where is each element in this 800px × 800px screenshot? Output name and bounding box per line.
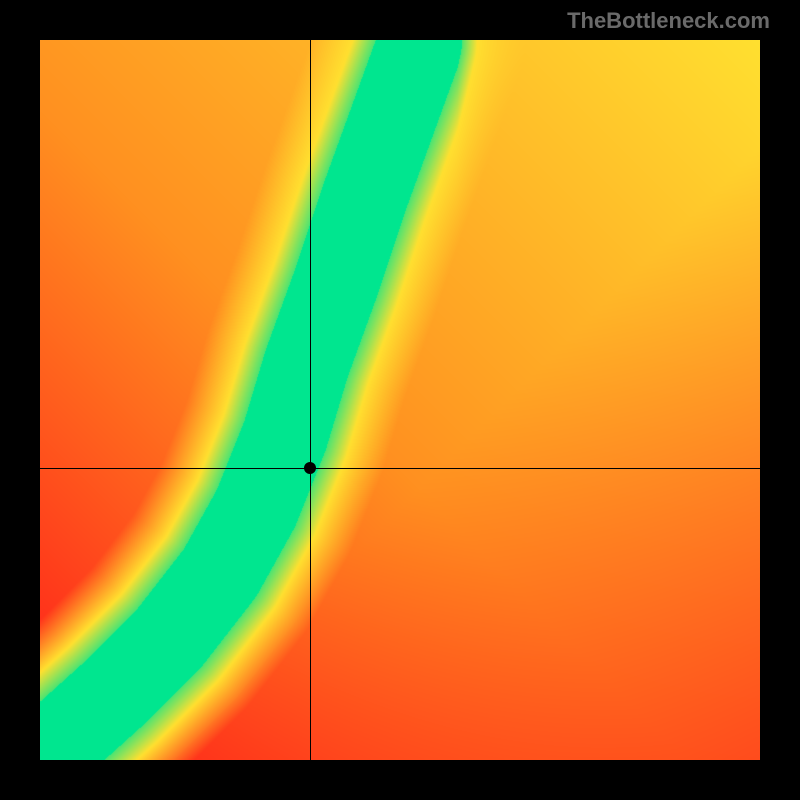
heatmap-canvas bbox=[40, 40, 760, 760]
data-point-marker bbox=[304, 462, 316, 474]
crosshair-horizontal bbox=[40, 468, 760, 469]
crosshair-vertical bbox=[310, 40, 311, 760]
watermark-text: TheBottleneck.com bbox=[567, 8, 770, 34]
heatmap-plot bbox=[40, 40, 760, 760]
